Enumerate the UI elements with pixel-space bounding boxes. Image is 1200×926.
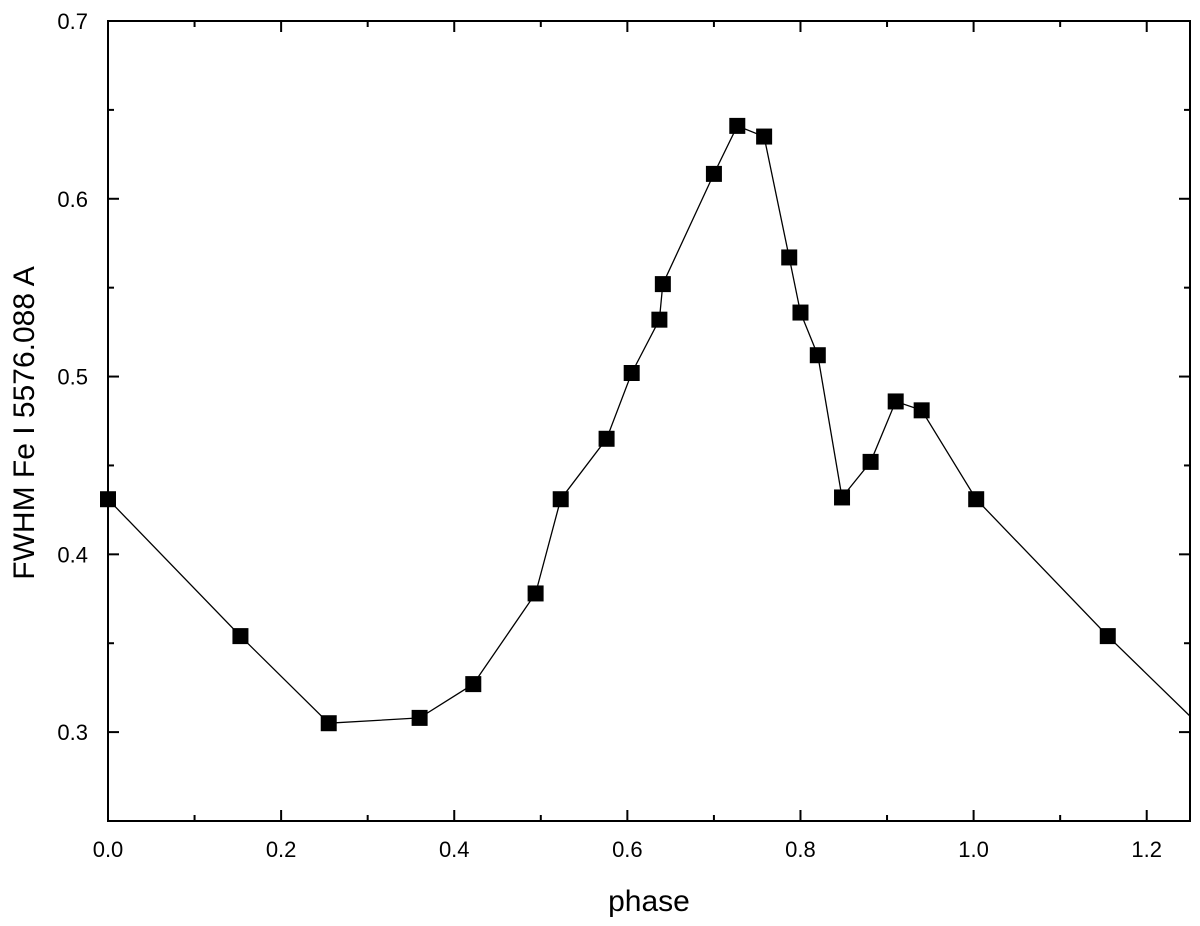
x-tick-label: 1.0 [958,837,989,862]
data-point [1099,628,1116,645]
y-axis-title: FWHM Fe I 5576.088 A [8,266,41,579]
x-ticks: 0.0 0.2 0.4 0.6 0.8 1.0 1.2 [93,21,1162,862]
data-point [651,311,668,328]
data-point [320,715,337,732]
x-tick-label: 0.8 [785,837,816,862]
y-tick-label: 0.4 [57,542,88,567]
y-tick-label: 0.6 [57,187,88,212]
data-point [623,365,640,381]
data-point [781,249,798,266]
y-ticks: 0.3 0.4 0.5 0.6 0.7 [57,9,1190,745]
x-tick-label: 0.6 [612,837,643,862]
y-tick-label: 0.5 [57,365,88,390]
data-point [862,453,879,470]
data-point [887,393,904,410]
data-point [834,489,851,506]
data-point [232,628,249,645]
series-line [107,125,1191,724]
y-tick-label: 0.7 [57,9,88,34]
data-point [598,430,615,447]
data-point [913,402,930,419]
series-group [100,117,1191,732]
x-tick-label: 0.0 [93,837,124,862]
data-point [465,676,482,693]
data-point [968,491,985,508]
x-tick-label: 1.2 [1131,837,1162,862]
data-point [705,165,722,182]
x-tick-label: 0.4 [439,837,470,862]
x-tick-label: 0.2 [266,837,297,862]
data-point [411,709,428,726]
y-tick-label: 0.3 [57,720,88,745]
data-point [792,304,809,321]
plot-frame [107,20,1191,822]
data-point [729,117,746,134]
data-point [756,128,773,145]
data-point [654,276,671,293]
data-point [552,491,569,508]
data-point [809,347,826,364]
x-axis-title: phase [608,885,690,918]
data-point [527,585,544,602]
